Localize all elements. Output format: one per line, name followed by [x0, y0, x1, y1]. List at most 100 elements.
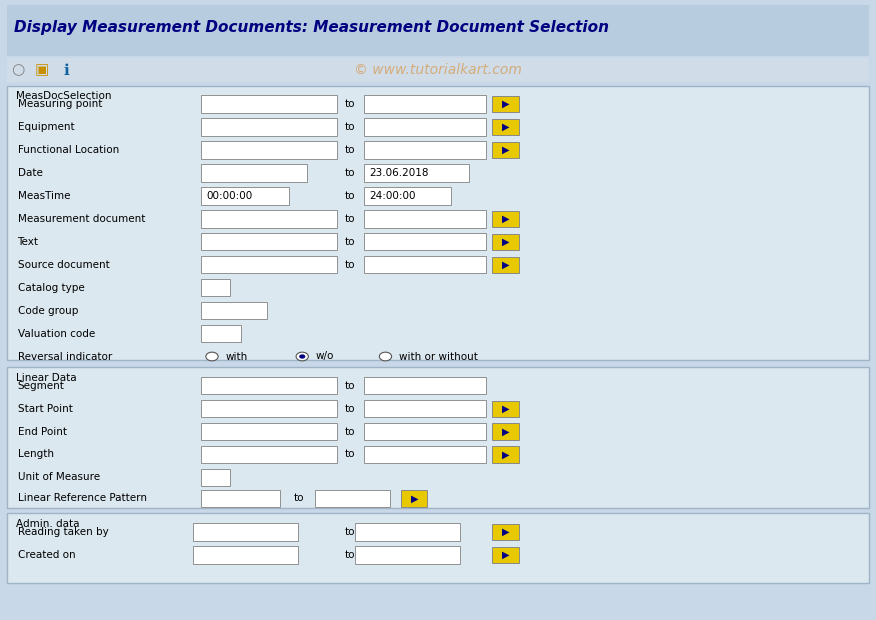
Bar — [201, 95, 337, 113]
Bar — [201, 187, 289, 205]
Text: to: to — [344, 260, 355, 270]
Text: Valuation code: Valuation code — [18, 329, 95, 339]
Bar — [201, 423, 337, 440]
Text: to: to — [344, 122, 355, 132]
Text: End Point: End Point — [18, 427, 67, 436]
Bar — [7, 513, 869, 583]
Bar — [201, 256, 337, 273]
Bar — [193, 523, 298, 541]
Text: ▶: ▶ — [502, 450, 509, 459]
Text: 23.06.2018: 23.06.2018 — [369, 168, 428, 178]
Bar — [201, 279, 230, 296]
Circle shape — [379, 352, 392, 361]
Text: Code group: Code group — [18, 306, 78, 316]
Text: Display Measurement Documents: Measurement Document Selection: Display Measurement Documents: Measureme… — [14, 20, 609, 35]
Bar — [364, 141, 486, 159]
Text: to: to — [344, 527, 355, 537]
Bar — [364, 423, 486, 440]
Bar — [201, 164, 307, 182]
Text: to: to — [344, 237, 355, 247]
Text: Text: Text — [18, 237, 39, 247]
Text: Admin. data: Admin. data — [16, 519, 79, 529]
Bar — [201, 233, 337, 250]
Text: ▣: ▣ — [35, 63, 49, 78]
Text: Reversal indicator: Reversal indicator — [18, 352, 112, 361]
Text: with or without: with or without — [399, 352, 477, 361]
Text: to: to — [344, 427, 355, 436]
Bar — [364, 377, 486, 394]
Text: to: to — [344, 191, 355, 201]
Text: Source document: Source document — [18, 260, 109, 270]
Bar — [364, 400, 486, 417]
Bar — [7, 58, 869, 82]
Text: ▶: ▶ — [502, 214, 509, 224]
Bar — [492, 446, 519, 463]
Circle shape — [206, 352, 218, 361]
Text: w/o: w/o — [315, 352, 334, 361]
Text: ▶: ▶ — [411, 494, 418, 503]
Text: MeasTime: MeasTime — [18, 191, 70, 201]
Bar — [364, 95, 486, 113]
Text: to: to — [344, 381, 355, 391]
Bar — [201, 325, 241, 342]
Bar — [401, 490, 427, 507]
Bar — [201, 118, 337, 136]
Text: Measurement document: Measurement document — [18, 214, 145, 224]
Text: Unit of Measure: Unit of Measure — [18, 472, 100, 482]
Circle shape — [300, 354, 306, 358]
Bar — [201, 446, 337, 463]
Text: Segment: Segment — [18, 381, 65, 391]
Text: Start Point: Start Point — [18, 404, 73, 414]
Bar — [201, 302, 267, 319]
Text: Catalog type: Catalog type — [18, 283, 84, 293]
Text: Length: Length — [18, 450, 53, 459]
Bar — [201, 141, 337, 159]
Bar — [492, 119, 519, 135]
Bar — [315, 490, 390, 507]
Bar — [201, 400, 337, 417]
Bar — [492, 257, 519, 273]
Text: to: to — [344, 450, 355, 459]
Bar — [364, 210, 486, 228]
Bar — [201, 469, 230, 486]
Text: Reading taken by: Reading taken by — [18, 527, 109, 537]
Bar — [364, 256, 486, 273]
Text: to: to — [344, 550, 355, 560]
Text: ▶: ▶ — [502, 527, 509, 537]
Text: ▶: ▶ — [502, 145, 509, 155]
Text: to: to — [344, 168, 355, 178]
Text: Date: Date — [18, 168, 42, 178]
Text: to: to — [293, 494, 304, 503]
Bar — [492, 234, 519, 250]
Text: MeasDocSelection: MeasDocSelection — [16, 91, 111, 101]
Bar — [364, 446, 486, 463]
Text: Measuring point: Measuring point — [18, 99, 102, 109]
Bar — [7, 86, 869, 360]
Text: to: to — [344, 145, 355, 155]
Text: ▶: ▶ — [502, 550, 509, 560]
Bar — [201, 490, 280, 507]
Text: ▶: ▶ — [502, 237, 509, 247]
Text: ○: ○ — [11, 63, 25, 78]
Bar — [492, 401, 519, 417]
Bar — [355, 523, 460, 541]
Text: to: to — [344, 214, 355, 224]
Bar — [364, 164, 469, 182]
Text: Functional Location: Functional Location — [18, 145, 119, 155]
Bar — [364, 233, 486, 250]
Bar — [492, 547, 519, 563]
Text: ℹ: ℹ — [64, 63, 69, 78]
Text: Linear Data: Linear Data — [16, 373, 76, 383]
Text: Equipment: Equipment — [18, 122, 74, 132]
Bar — [364, 187, 451, 205]
Bar — [201, 377, 337, 394]
Bar — [364, 118, 486, 136]
Text: ▶: ▶ — [502, 427, 509, 436]
Bar — [355, 546, 460, 564]
Bar — [7, 367, 869, 508]
Text: ▶: ▶ — [502, 99, 509, 109]
Text: ▶: ▶ — [502, 404, 509, 414]
Text: with: with — [225, 352, 247, 361]
Text: ▶: ▶ — [502, 122, 509, 132]
Text: to: to — [344, 404, 355, 414]
